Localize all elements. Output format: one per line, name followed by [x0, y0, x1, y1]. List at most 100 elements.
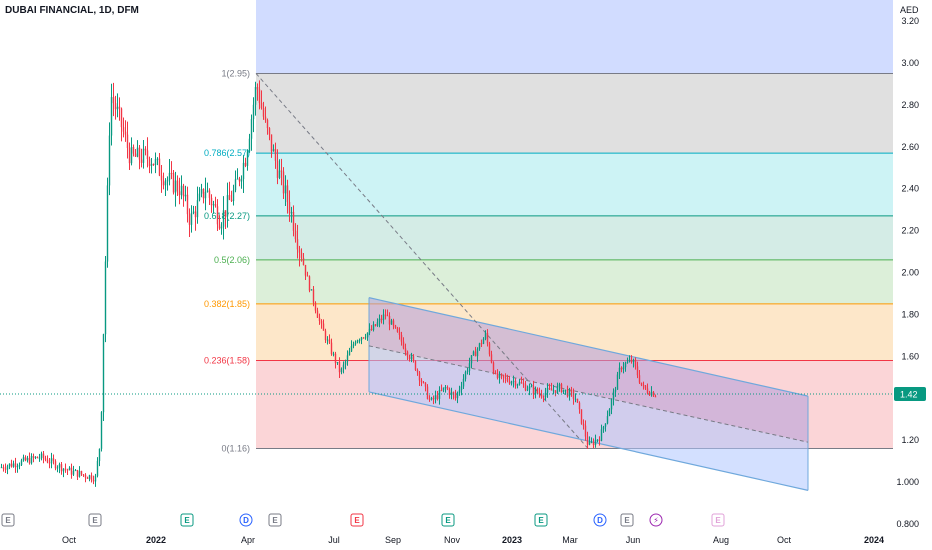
candle-body [386, 315, 389, 317]
candle-body [280, 170, 283, 172]
candle-body [114, 103, 117, 110]
candle-body [122, 127, 125, 132]
candle-body [524, 384, 527, 391]
candle-body [100, 412, 103, 449]
candle-body [530, 386, 533, 388]
candle-body [226, 195, 229, 217]
candle-body [18, 464, 21, 467]
candle-body [230, 199, 233, 202]
candle-body [162, 180, 165, 186]
candle-body [644, 385, 647, 389]
candle-body [546, 388, 549, 393]
candle-body [274, 149, 277, 161]
candle-body [356, 340, 359, 343]
earnings-event-icon: E [620, 513, 634, 527]
candle-body [574, 398, 577, 400]
candle-body [634, 359, 637, 367]
channel-upper-half [369, 297, 808, 443]
candle-body [380, 318, 383, 321]
candle-body [416, 369, 419, 373]
candle-body [350, 346, 353, 352]
y-tick-label: 1.000 [896, 477, 919, 487]
candle-body [398, 331, 401, 335]
channel-lower-line [368, 391, 809, 491]
candle-body [0, 467, 3, 469]
candle-body [144, 148, 147, 151]
candle-body [512, 380, 515, 382]
candle-body [330, 342, 333, 355]
candle-body [108, 135, 111, 186]
candle-body [306, 275, 309, 277]
candle-body [508, 381, 511, 384]
candle-body [148, 159, 151, 166]
candle-body [540, 394, 543, 397]
candle-body [556, 386, 559, 393]
candle-body [428, 398, 431, 400]
candle-body [170, 172, 173, 174]
fib-level-label: 0.236(1.58) [204, 355, 250, 365]
candle-body [254, 87, 257, 105]
earnings-event-icon: E [441, 513, 455, 527]
candle-body [414, 360, 417, 370]
candle-body [342, 364, 345, 369]
candle-body [408, 356, 411, 360]
candle-body [324, 330, 327, 341]
candle-body [186, 194, 189, 215]
candle-body [548, 388, 551, 390]
candle-body [142, 148, 145, 163]
candle-body [302, 257, 305, 265]
candle-body [66, 469, 69, 471]
candle-body [208, 190, 211, 198]
candle-body [132, 146, 135, 154]
candle-body [622, 367, 625, 370]
candle-body [344, 361, 347, 365]
candle-body [322, 323, 325, 331]
candle-body [184, 194, 187, 197]
candle-body [418, 372, 421, 381]
earnings-event-icon: E [180, 513, 194, 527]
candle-body [466, 370, 469, 373]
candle-body [288, 202, 291, 214]
candle-body [50, 458, 53, 464]
candle-body [42, 453, 45, 459]
candle-body [510, 381, 513, 384]
candle-body [402, 341, 405, 349]
candle-body [464, 372, 467, 379]
candle-body [304, 264, 307, 276]
candle-body [474, 351, 477, 357]
candle-body [70, 467, 73, 475]
y-tick-label: 3.20 [901, 16, 919, 26]
candle-body [120, 108, 123, 128]
candle-body [430, 397, 433, 400]
candle-body [470, 355, 473, 364]
y-tick-label: 1.20 [901, 435, 919, 445]
candle-body [166, 179, 169, 182]
candle-body [534, 388, 537, 394]
candle-body [404, 348, 407, 352]
y-tick-label: 2.40 [901, 184, 919, 194]
earnings-event-icon: E [534, 513, 548, 527]
x-tick-label: 2022 [146, 535, 166, 545]
candle-body [608, 409, 611, 417]
svg-text:E: E [538, 516, 544, 525]
candle-body [124, 131, 127, 135]
svg-text:E: E [624, 516, 630, 525]
svg-text:E: E [445, 516, 451, 525]
candle-body [44, 458, 47, 460]
candle-body [560, 384, 563, 393]
candle-body [298, 249, 301, 253]
candle-body [268, 128, 271, 135]
candle-body [562, 389, 565, 393]
svg-text:⚡: ⚡ [653, 516, 659, 525]
candle-body [502, 375, 505, 378]
candle-body [338, 362, 341, 373]
candle-body [370, 328, 373, 331]
candle-body [222, 210, 225, 227]
candle-body [528, 386, 531, 390]
candle-body [138, 147, 141, 160]
candle-body [594, 439, 597, 445]
candle-body [104, 261, 107, 335]
candle-body [630, 359, 633, 362]
